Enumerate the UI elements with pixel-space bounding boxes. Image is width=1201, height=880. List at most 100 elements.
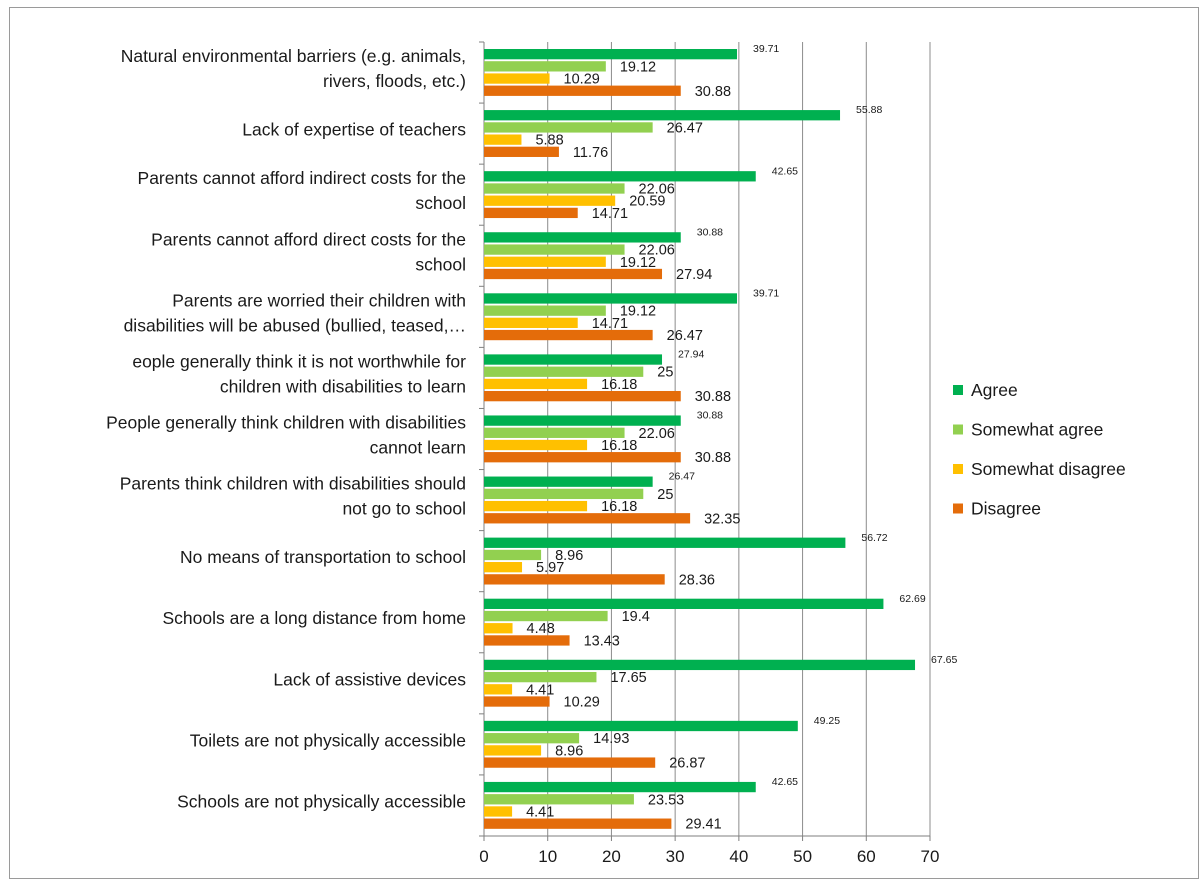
bar	[484, 85, 681, 96]
data-label: 39.71	[753, 43, 779, 55]
bar	[484, 73, 550, 84]
category-label: children with disabilities to learn	[220, 376, 466, 396]
bar	[484, 598, 884, 609]
x-tick-label: 50	[793, 847, 812, 866]
data-label: 30.88	[697, 226, 723, 238]
data-label: 16.18	[601, 438, 637, 454]
bar	[484, 757, 656, 768]
legend-label: Disagree	[971, 499, 1041, 519]
bar	[484, 696, 550, 707]
bar	[484, 476, 653, 487]
legend-swatch	[953, 503, 963, 514]
bar	[484, 134, 522, 145]
bar	[484, 635, 570, 646]
category-label: Lack of expertise of teachers	[242, 120, 466, 140]
data-label: 32.35	[704, 511, 740, 527]
bar	[484, 61, 606, 72]
data-label: 25	[657, 365, 673, 381]
category-label: school	[415, 193, 466, 213]
data-label: 26.47	[667, 120, 703, 136]
bar	[484, 317, 578, 329]
bar	[484, 256, 606, 267]
bar	[484, 439, 588, 451]
bar	[484, 684, 513, 695]
bar	[484, 733, 580, 744]
data-label: 23.53	[648, 792, 684, 808]
bar	[484, 207, 578, 219]
legend: Agree Somewhat agree Somewhat disagree Disa…	[953, 380, 1126, 519]
data-label: 62.69	[899, 593, 925, 605]
data-label: 11.76	[573, 145, 608, 161]
bar	[484, 293, 738, 304]
bar	[484, 488, 644, 500]
x-tick-label: 20	[602, 847, 621, 866]
data-label: 8.96	[555, 743, 583, 759]
bar	[484, 537, 846, 548]
data-label: 67.65	[931, 654, 957, 666]
legend-label: Somewhat disagree	[971, 459, 1126, 479]
data-label: 14.71	[592, 206, 628, 222]
bar	[484, 110, 841, 121]
bar	[484, 305, 606, 316]
category-label: school	[415, 254, 466, 274]
legend-label: Agree	[971, 380, 1018, 400]
bar	[484, 671, 597, 683]
data-label: 22.06	[639, 243, 675, 259]
data-label: 30.88	[695, 450, 731, 466]
x-tick-label: 40	[729, 847, 748, 866]
data-label: 49.25	[814, 715, 840, 727]
bar	[484, 500, 588, 512]
bar	[484, 562, 523, 573]
data-label: 22.06	[639, 182, 675, 198]
category-label: No means of transportation to school	[180, 547, 466, 567]
data-label: 17.65	[610, 670, 646, 686]
bar	[484, 427, 625, 438]
bar	[484, 452, 681, 463]
category-label: rivers, floods, etc.)	[323, 71, 466, 91]
bar	[484, 806, 513, 817]
bar	[484, 122, 653, 133]
data-label: 56.72	[861, 532, 887, 544]
category-label: Natural environmental barriers (e.g. ani…	[121, 46, 466, 66]
category-label: Schools are not physically accessible	[177, 791, 466, 811]
chart-frame	[9, 7, 1199, 879]
data-label: 8.96	[555, 548, 583, 564]
category-label: cannot learn	[370, 438, 466, 458]
bar	[484, 378, 588, 390]
category-label: Toilets are not physically accessible	[190, 730, 466, 750]
legend-swatch	[953, 424, 963, 435]
category-labels: Natural environmental barriers (e.g. ani…	[106, 46, 466, 811]
bar	[484, 745, 542, 756]
bar	[484, 623, 513, 634]
data-label: 30.88	[695, 84, 731, 100]
bar	[484, 268, 663, 280]
bar	[484, 781, 756, 793]
data-label: 42.65	[772, 165, 798, 177]
data-label: 27.94	[676, 267, 712, 283]
x-tick-label: 10	[538, 847, 557, 866]
legend-label: Somewhat agree	[971, 420, 1103, 440]
bar	[484, 183, 625, 194]
data-label: 39.71	[753, 287, 779, 299]
category-label: disabilities will be abused (bullied, te…	[124, 315, 466, 335]
data-label: 25	[657, 487, 673, 503]
bar	[484, 171, 756, 182]
data-label: 30.88	[695, 389, 731, 405]
data-label: 19.12	[620, 304, 656, 320]
bar	[484, 513, 691, 524]
data-label: 19.12	[620, 255, 656, 271]
category-label: Parents are worried their children with	[172, 290, 466, 310]
data-label: 4.41	[526, 682, 554, 698]
data-label: 19.4	[622, 609, 650, 625]
data-label: 13.43	[584, 633, 620, 649]
legend-swatch	[953, 385, 963, 395]
x-tick-label: 60	[857, 847, 876, 866]
bar	[484, 720, 798, 732]
bar	[484, 232, 681, 243]
data-label: 30.88	[697, 410, 723, 422]
data-label: 5.97	[536, 560, 564, 576]
x-tick-label: 30	[666, 847, 685, 866]
bars: 39.71 19.12 10.29 30.88 55.88 26.47 5.88 11.76 4…	[484, 43, 957, 833]
data-label: 20.59	[629, 194, 665, 210]
